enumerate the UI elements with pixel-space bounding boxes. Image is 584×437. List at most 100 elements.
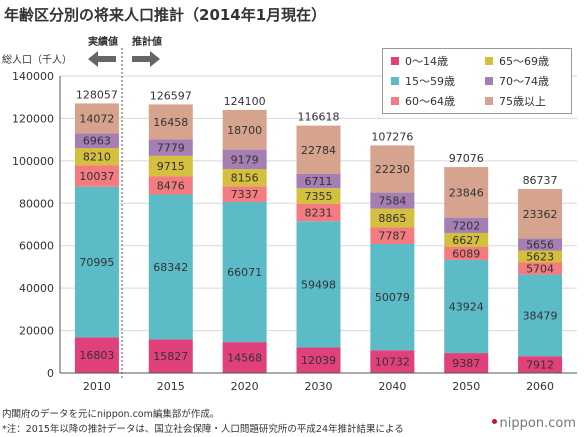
chart-title: 年齢区分別の将来人口推計（2014年1月現在） (4, 6, 327, 24)
data-label: 14568 (227, 352, 262, 365)
brand-logo: nippon.com (491, 416, 576, 431)
data-label: 23362 (523, 208, 558, 221)
nippon-logo-dot-icon (491, 419, 497, 424)
bars (74, 103, 563, 373)
bar-segment (148, 104, 193, 140)
data-label: 8865 (378, 212, 406, 225)
data-label: 7355 (305, 190, 333, 203)
bar-segment (222, 109, 267, 150)
data-label: 6711 (305, 175, 333, 188)
data-label: 12039 (301, 354, 336, 367)
total-label: 97076 (449, 152, 484, 165)
bar-segment (148, 194, 193, 340)
bar-segment (518, 356, 563, 373)
bar-segment (518, 250, 563, 263)
actual-period-label: 実績値 (88, 37, 118, 48)
data-label: 5656 (526, 239, 554, 252)
total-label: 128057 (76, 88, 118, 101)
data-label: 66071 (227, 266, 262, 279)
data-label: 15827 (153, 350, 188, 363)
bar-segment (148, 139, 193, 156)
data-label: 7779 (157, 142, 185, 155)
x-tick-label: 2030 (305, 380, 333, 393)
data-labels: 16803 70995 10037 8210 6963 14072 128057 15827 6… (76, 88, 558, 371)
bar-segment (222, 186, 267, 202)
data-label: 50079 (375, 291, 410, 304)
total-label: 116618 (298, 111, 340, 124)
legend-label: 60〜64歳 (405, 95, 455, 108)
data-label: 9715 (157, 160, 185, 173)
bar-segment (444, 259, 489, 354)
data-label: 22784 (301, 144, 336, 157)
data-label: 8210 (83, 151, 111, 164)
y-tick-label: 60000 (19, 240, 54, 253)
legend-label: 0〜14歳 (405, 55, 448, 68)
data-label: 38479 (523, 309, 558, 322)
data-label: 8476 (157, 179, 185, 192)
brand-text: nippon.com (499, 416, 576, 431)
data-label: 18700 (227, 124, 262, 137)
bar-segment (148, 176, 193, 195)
y-tick-label: 0 (47, 367, 54, 380)
data-label: 9179 (231, 153, 259, 166)
data-label: 14072 (79, 112, 114, 125)
x-tick-label: 2020 (231, 380, 259, 393)
data-label: 7584 (378, 195, 406, 208)
bar-segment (444, 353, 489, 373)
legend-label: 15〜59歳 (405, 75, 455, 88)
bar-segment (74, 148, 119, 166)
legend-item: 15〜59歳 (391, 73, 455, 89)
legend-item: 60〜64歳 (391, 93, 455, 109)
y-tick-label: 80000 (19, 197, 54, 210)
bar-segment (74, 165, 119, 187)
footnote: *注：2015年以降の推計データは、国立社会保障・人口問題研究所の平成24年推計… (2, 424, 404, 435)
data-label: 70995 (79, 256, 114, 269)
bar-segment (296, 221, 341, 348)
bar-segment (518, 262, 563, 275)
data-label: 59498 (301, 278, 336, 291)
data-label: 6963 (83, 135, 111, 148)
projected-period-label: 推計値 (132, 37, 162, 48)
legend-swatch (485, 57, 493, 65)
legend-item: 70〜74歳 (485, 73, 549, 89)
data-label: 9387 (452, 357, 480, 370)
bar-segment (222, 149, 267, 170)
bar-segment (148, 155, 193, 177)
bar-segment (222, 169, 267, 187)
arrow-right-icon (132, 51, 160, 67)
bar-segment (518, 188, 563, 239)
y-tick-label: 100000 (12, 155, 54, 168)
total-label: 107276 (371, 130, 413, 143)
arrow-left-icon (88, 51, 116, 67)
legend-swatch (391, 57, 399, 65)
bar-segment (370, 192, 415, 209)
data-label: 10732 (375, 356, 410, 369)
data-label: 10037 (79, 170, 114, 183)
legend-item: 0〜14歳 (391, 53, 448, 69)
data-label: 43924 (449, 300, 484, 313)
data-label: 8231 (305, 207, 333, 220)
y-tick-label: 20000 (19, 325, 54, 338)
data-label: 7912 (526, 359, 554, 372)
data-label: 7787 (378, 230, 406, 243)
data-label: 23846 (449, 186, 484, 199)
x-tick-label: 2050 (452, 380, 480, 393)
legend: 0〜14歳 65〜69歳 15〜59歳 70〜74歳 60〜64歳 75歳以上 (382, 48, 572, 114)
y-axis-label: 総人口（千人） (2, 55, 72, 66)
bar-segment (296, 347, 341, 373)
axes: 0 20000 40000 60000 80000 100000 120000 140000 2… (12, 70, 577, 393)
bar-segment (74, 337, 119, 373)
legend-item: 65〜69歳 (485, 53, 549, 69)
data-label: 16458 (153, 116, 188, 129)
bar-segment (370, 350, 415, 373)
data-label: 7202 (452, 219, 480, 232)
bar-segment (370, 208, 415, 228)
bar-segment (296, 203, 341, 222)
bar-segment (370, 243, 415, 351)
bar-segment (370, 227, 415, 244)
total-label: 86737 (523, 174, 558, 187)
bar-segment (296, 188, 341, 204)
bar-segment (296, 125, 341, 174)
data-label: 16803 (79, 349, 114, 362)
bar-segment (444, 246, 489, 260)
